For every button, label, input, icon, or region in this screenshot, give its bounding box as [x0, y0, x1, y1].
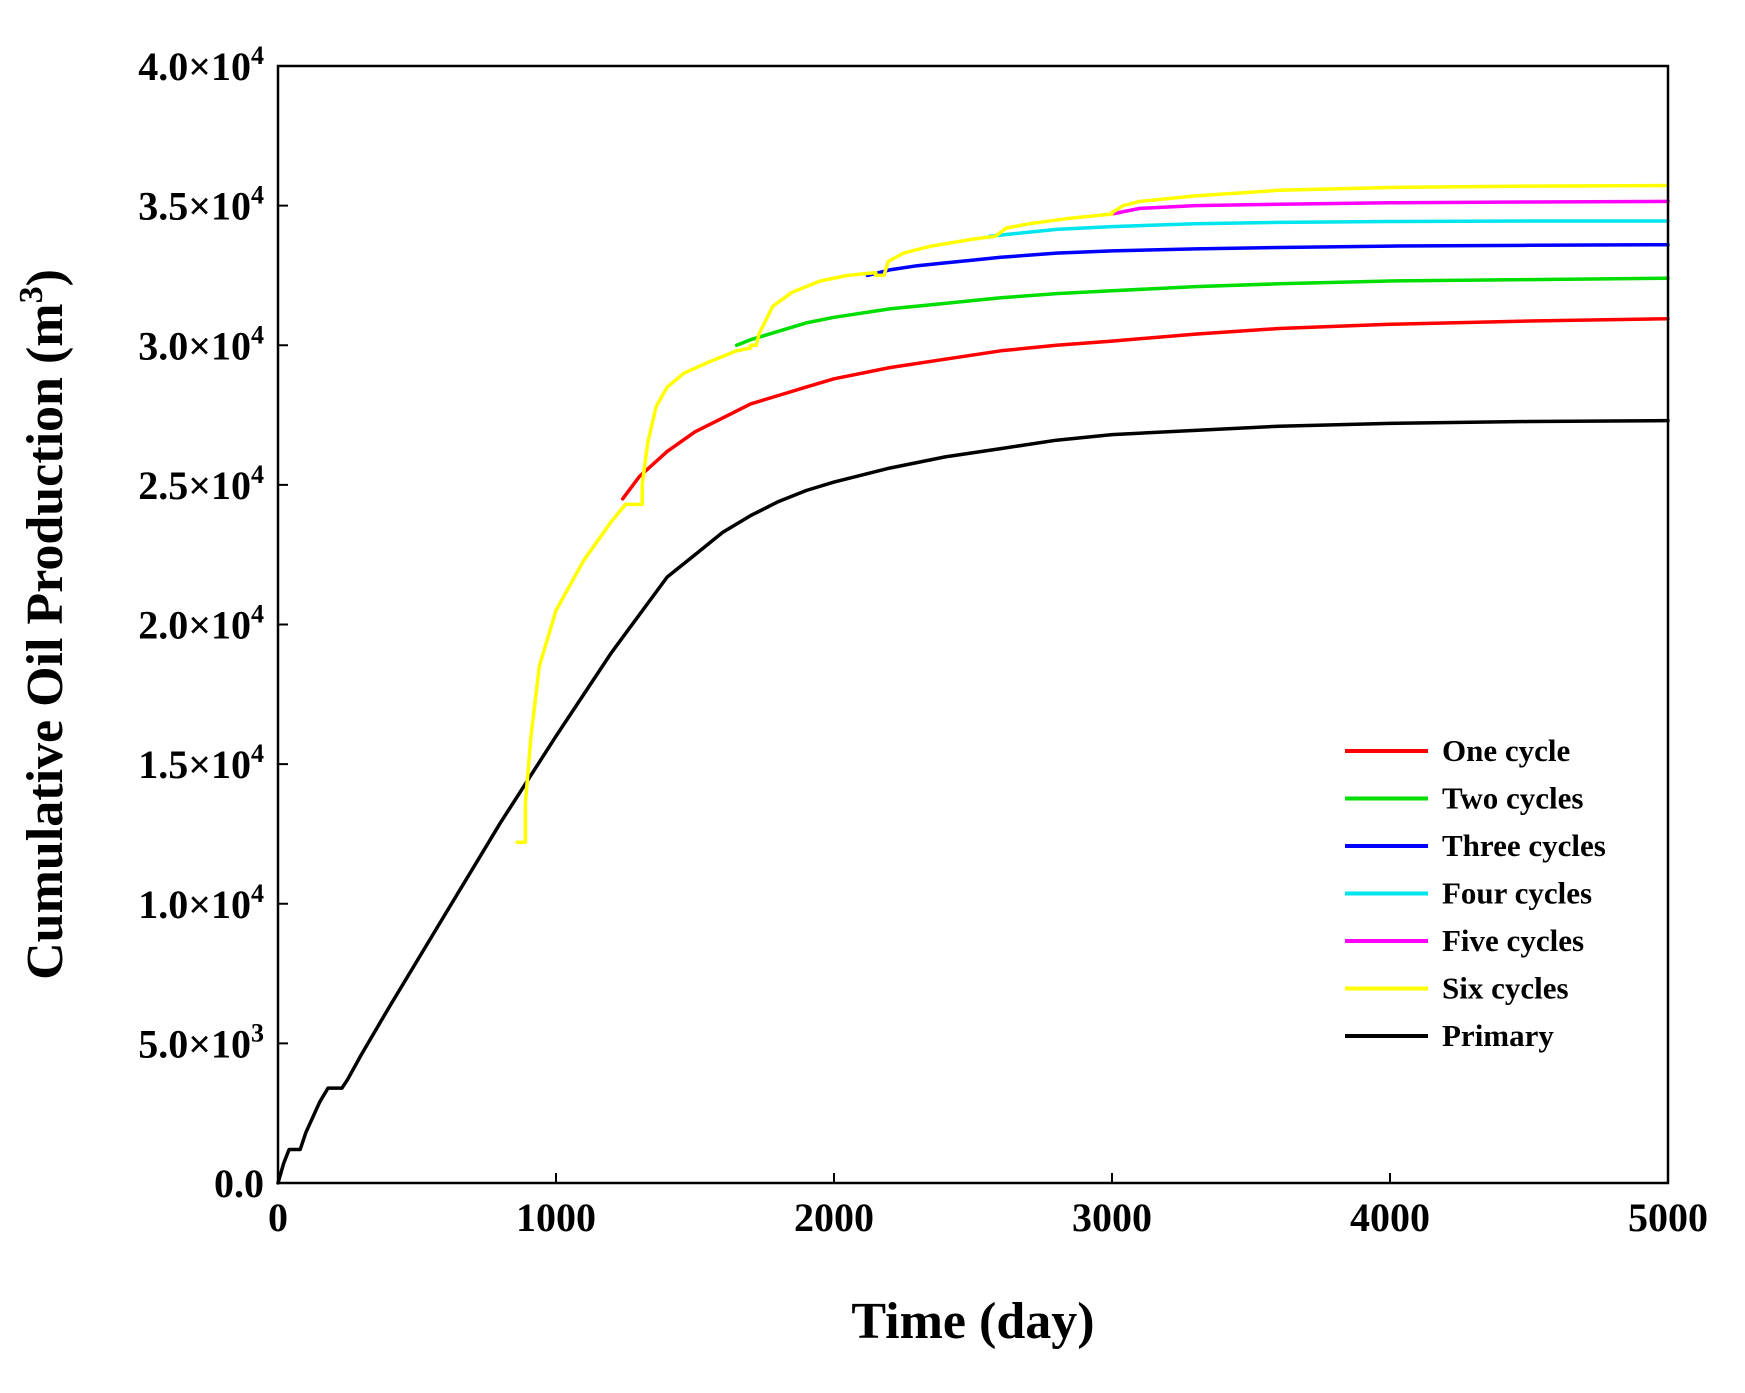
y-axis: 0.0 5.0×103 1.0×104 1.5×104 2.0×104 2.5×104 3.… [138, 41, 288, 1206]
x-tick-label: 3000 [1072, 1195, 1152, 1240]
x-tick-label: 0 [268, 1195, 288, 1240]
y-tick-label: 3.0×104 [138, 320, 264, 368]
legend-label: One cycle [1442, 733, 1570, 768]
y-tick-label: 5.0×103 [138, 1018, 264, 1066]
series-line-one-cycle [620, 316, 1670, 501]
series-line-six-cycles [515, 183, 1670, 845]
x-axis: 0 1000 2000 3000 4000 5000 [268, 1173, 1708, 1240]
y-tick-label: 0.0 [214, 1161, 264, 1206]
x-tick-label: 2000 [794, 1195, 874, 1240]
x-tick-label: 4000 [1350, 1195, 1430, 1240]
legend-label: Four cycles [1442, 876, 1592, 911]
legend-label: Primary [1442, 1018, 1554, 1053]
y-tick-label: 1.5×104 [138, 739, 264, 787]
plot-frame [276, 64, 1670, 1185]
legend-label: Six cycles [1442, 971, 1569, 1006]
legend-label: Two cycles [1442, 781, 1583, 816]
y-tick-label: 1.0×104 [138, 879, 264, 927]
x-axis-title: Time (day) [851, 1293, 1094, 1350]
y-tick-label: 2.5×104 [138, 460, 264, 508]
y-tick-label: 3.5×104 [138, 181, 264, 229]
y-axis-title: Cumulative Oil Production (m3) [13, 269, 74, 980]
x-tick-label: 1000 [516, 1195, 596, 1240]
y-tick-label: 4.0×104 [138, 41, 264, 89]
x-tick-label: 5000 [1628, 1195, 1708, 1240]
plot-series-group [276, 183, 1670, 1185]
series-line-five-cycles [1110, 199, 1670, 216]
legend-label: Five cycles [1442, 923, 1584, 958]
series-line-two-cycles [734, 276, 1670, 348]
series-line-primary [276, 418, 1670, 1185]
y-tick-label: 2.0×104 [138, 600, 264, 648]
legend-label: Three cycles [1442, 828, 1606, 863]
series-line-three-cycles [865, 242, 1670, 278]
legend: One cycle Two cycles Three cycles Four cycl… [1345, 733, 1606, 1053]
series-line-four-cycles [987, 219, 1670, 239]
